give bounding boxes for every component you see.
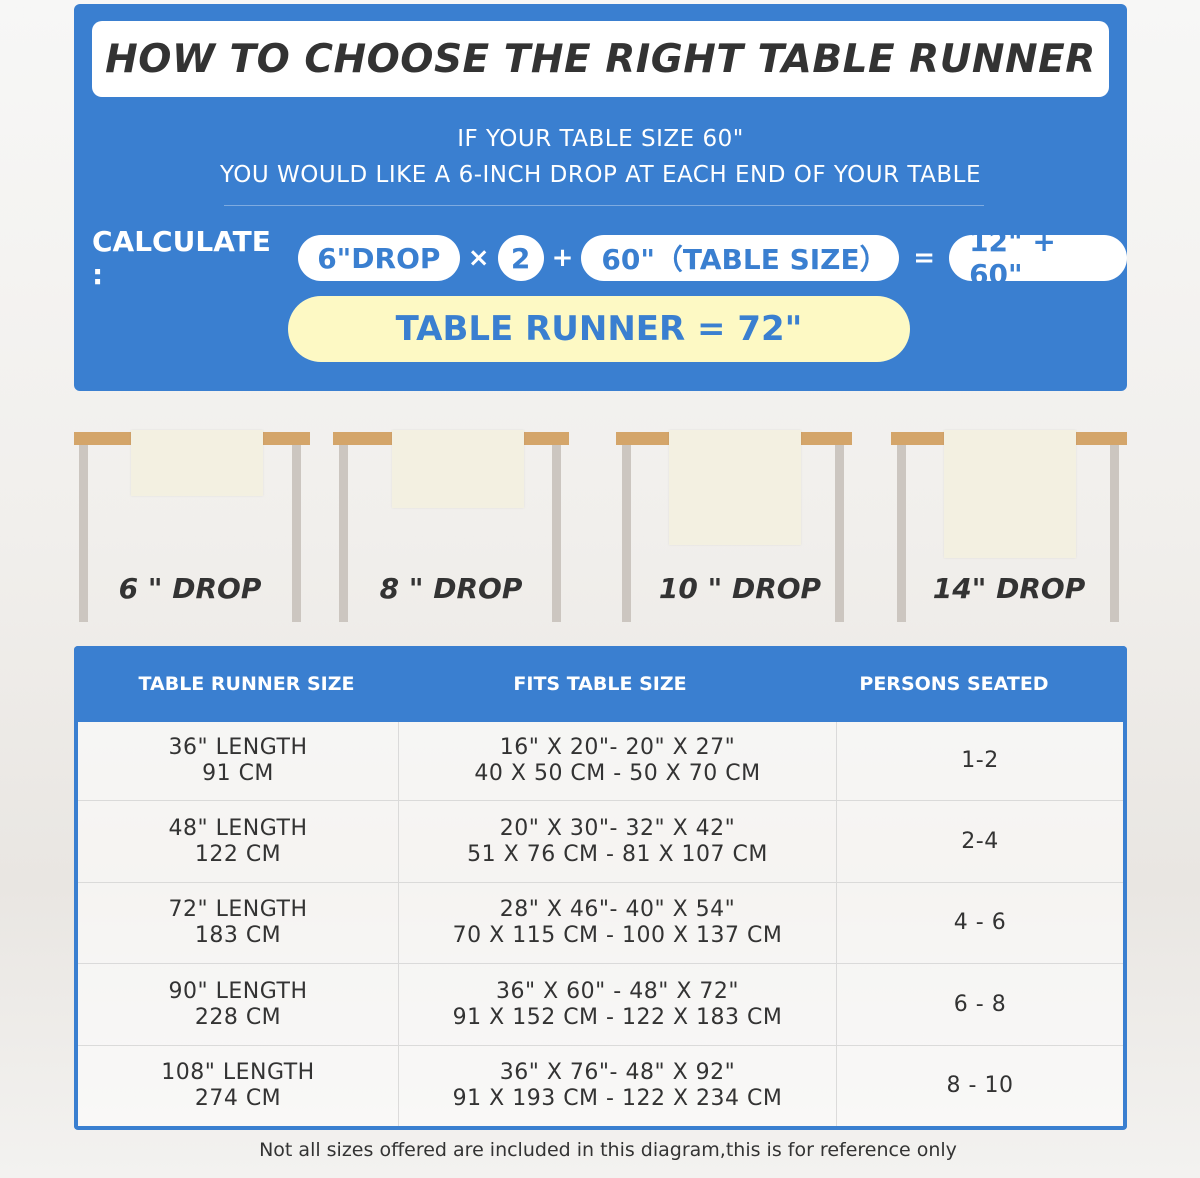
column-header: PERSONS SEATED — [859, 673, 1049, 695]
table-size-pill: 60"（TABLE SIZE） — [581, 235, 900, 281]
drop-label: 6 " DROP — [118, 572, 262, 605]
drop-illustration-6: 6 " DROP — [74, 430, 310, 622]
persons-seated: 6 - 8 — [953, 991, 1007, 1017]
fits-table-cell: 28" X 46"- 40" X 54" 70 X 115 CM - 100 X … — [399, 883, 837, 963]
size-table: TABLE RUNNER SIZE FITS TABLE SIZE PERSON… — [74, 646, 1127, 1130]
fits-table-cell: 36" X 76"- 48" X 92" 91 X 193 CM - 122 X … — [399, 1046, 837, 1126]
persons-cell: 8 - 10 — [837, 1046, 1123, 1126]
length-cm: 122 CM — [194, 841, 282, 867]
column-header: TABLE RUNNER SIZE — [138, 673, 355, 695]
calculation-panel: HOW TO CHOOSE THE RIGHT TABLE RUNNER IF … — [74, 4, 1128, 391]
subtitle-line-2: YOU WOULD LIKE A 6-INCH DROP AT EACH END… — [219, 162, 982, 188]
table-leg — [1110, 445, 1119, 622]
drop-pill: 6"DROP — [297, 235, 460, 281]
calculation-formula: CALCULATE : 6"DROP × 2 + 60"（TABLE SIZE）… — [92, 225, 1128, 291]
runner-size-cell: 90" LENGTH 228 CM — [78, 964, 399, 1045]
persons-seated: 8 - 10 — [946, 1073, 1014, 1098]
table-leg — [292, 445, 301, 622]
fits-table-cell: 20" X 30"- 32" X 42" 51 X 76 CM - 81 X 10… — [399, 801, 837, 882]
drop-illustration-14: 14" DROP — [891, 430, 1127, 622]
length-cm: 274 CM — [194, 1086, 282, 1111]
footnote: Not all sizes offered are included in th… — [259, 1139, 957, 1161]
fits-cm: 51 X 76 CM - 81 X 107 CM — [467, 841, 768, 867]
table-row: 36" LENGTH 91 CM 16" X 20"- 20" X 27" 40 X … — [78, 722, 1123, 800]
persons-seated: 2-4 — [961, 828, 999, 854]
fits-cm: 91 X 152 CM - 122 X 183 CM — [452, 1004, 783, 1030]
drop-illustration-10: 10 " DROP — [616, 430, 852, 622]
fits-inches: 16" X 20"- 20" X 27" — [499, 735, 736, 760]
table-leg — [835, 445, 844, 622]
table-leg — [552, 445, 561, 622]
runner-size-cell: 108" LENGTH 274 CM — [78, 1046, 399, 1126]
fits-inches: 20" X 30"- 32" X 42" — [499, 815, 736, 841]
table-runner — [392, 430, 524, 508]
sum-pill: 12" + 60" — [949, 225, 1128, 291]
table-row: 48" LENGTH 122 CM 20" X 30"- 32" X 42" 51 X… — [78, 800, 1123, 882]
fits-table-cell: 36" X 60" - 48" X 72" 91 X 152 CM - 122 X… — [399, 964, 837, 1045]
table-header: TABLE RUNNER SIZE FITS TABLE SIZE PERSON… — [74, 646, 1127, 722]
fits-inches: 36" X 60" - 48" X 72" — [496, 978, 739, 1004]
length-cm: 183 CM — [194, 923, 282, 948]
fits-inches: 28" X 46"- 40" X 54" — [499, 897, 736, 922]
fits-cm: 70 X 115 CM - 100 X 137 CM — [452, 923, 783, 948]
fits-cm: 91 X 193 CM - 122 X 234 CM — [452, 1086, 783, 1111]
equals-sign: = — [913, 243, 936, 273]
page-title: HOW TO CHOOSE THE RIGHT TABLE RUNNER — [92, 21, 1109, 97]
length-inches: 48" LENGTH — [168, 815, 308, 841]
table-runner — [944, 430, 1076, 558]
table-runner — [131, 430, 263, 496]
times-sign: × — [467, 243, 490, 273]
multiplier-pill: 2 — [497, 235, 544, 281]
table-leg — [339, 445, 348, 622]
table-leg — [622, 445, 631, 622]
result-pill: TABLE RUNNER = 72" — [288, 296, 910, 362]
table-leg — [79, 445, 88, 622]
length-cm: 91 CM — [202, 761, 274, 786]
divider — [224, 205, 984, 206]
persons-seated: 4 - 6 — [953, 910, 1007, 935]
length-inches: 72" LENGTH — [168, 897, 308, 922]
drop-illustration-8: 8 " DROP — [333, 430, 569, 622]
length-inches: 36" LENGTH — [168, 735, 308, 760]
length-cm: 228 CM — [194, 1004, 282, 1030]
fits-cm: 40 X 50 CM - 50 X 70 CM — [474, 761, 761, 786]
column-header: FITS TABLE SIZE — [513, 673, 687, 695]
persons-seated: 1-2 — [961, 748, 999, 773]
persons-cell: 1-2 — [837, 722, 1123, 800]
runner-size-cell: 72" LENGTH 183 CM — [78, 883, 399, 963]
persons-cell: 2-4 — [837, 801, 1123, 882]
drop-label: 10 " DROP — [658, 572, 822, 605]
table-row: 108" LENGTH 274 CM 36" X 76"- 48" X 92" 91 … — [78, 1045, 1123, 1126]
runner-size-cell: 36" LENGTH 91 CM — [78, 722, 399, 800]
calculate-label: CALCULATE : — [92, 225, 271, 291]
drop-label: 14" DROP — [932, 572, 1086, 605]
drop-label: 8 " DROP — [379, 572, 523, 605]
table-runner — [669, 430, 801, 545]
table-row: 72" LENGTH 183 CM 28" X 46"- 40" X 54" 70 X… — [78, 882, 1123, 963]
subtitle-line-1: IF YOUR TABLE SIZE 60" — [457, 126, 744, 152]
fits-table-cell: 16" X 20"- 20" X 27" 40 X 50 CM - 50 X 70… — [399, 722, 837, 800]
table-row: 90" LENGTH 228 CM 36" X 60" - 48" X 72" 91 … — [78, 963, 1123, 1045]
persons-cell: 4 - 6 — [837, 883, 1123, 963]
length-inches: 108" LENGTH — [161, 1060, 315, 1085]
fits-inches: 36" X 76"- 48" X 92" — [499, 1060, 736, 1085]
runner-size-cell: 48" LENGTH 122 CM — [78, 801, 399, 882]
plus-sign: + — [551, 243, 574, 273]
table-leg — [897, 445, 906, 622]
length-inches: 90" LENGTH — [168, 978, 308, 1004]
persons-cell: 6 - 8 — [837, 964, 1123, 1045]
